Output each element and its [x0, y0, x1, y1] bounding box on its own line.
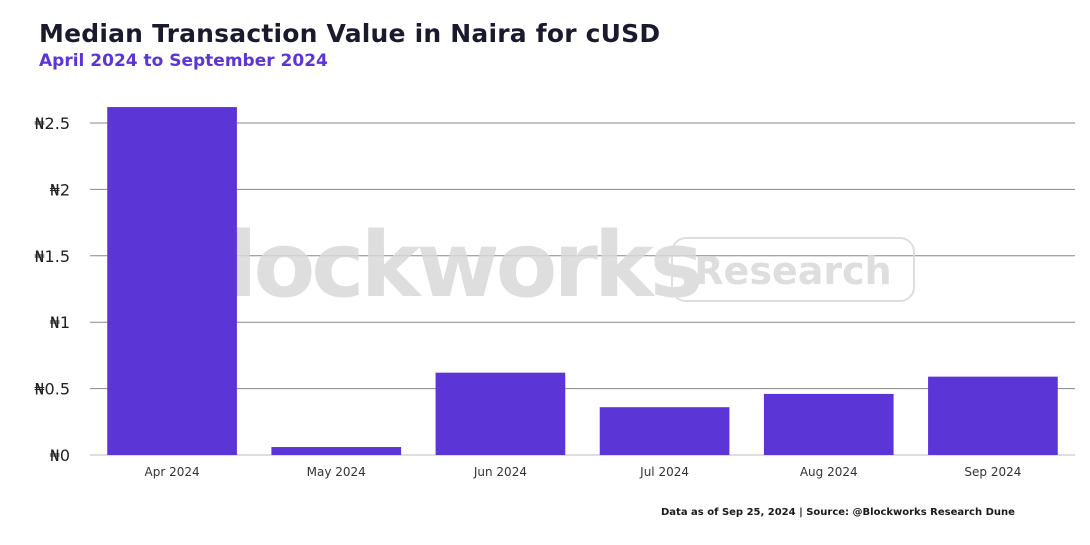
chart-subtitle: April 2024 to September 2024	[39, 51, 328, 71]
x-tick-label: May 2024	[307, 465, 366, 479]
watermark-brand: Blockworks	[162, 213, 700, 318]
y-axis-ticks: ₦0 ₦0.5 ₦1 ₦1.5 ₦2 ₦2.5	[34, 114, 70, 465]
y-tick-label: ₦0.5	[34, 380, 70, 399]
bar	[271, 447, 402, 455]
y-tick-label: ₦2	[50, 180, 70, 199]
x-axis-ticks: Apr 2024 May 2024 Jun 2024 Jul 2024 Aug 2024…	[145, 465, 1022, 479]
x-tick-label: Sep 2024	[964, 465, 1021, 479]
bar	[435, 372, 566, 455]
watermark: Blockworks Research	[162, 213, 915, 318]
bar	[107, 107, 237, 456]
bar-chart: Blockworks Research ₦0 ₦0.5 ₦1 ₦1.5 ₦2 ₦2.5 A…	[34, 107, 1075, 479]
bar	[763, 393, 894, 455]
bar	[599, 407, 730, 455]
y-tick-label: ₦1	[50, 313, 70, 332]
y-tick-label: ₦0	[50, 446, 70, 465]
chart-title: Median Transaction Value in Naira for cU…	[39, 19, 661, 48]
x-tick-label: Aug 2024	[800, 465, 858, 479]
y-tick-label: ₦1.5	[34, 247, 70, 266]
x-tick-label: Jul 2024	[639, 465, 689, 479]
gridlines	[90, 122, 1075, 456]
x-tick-label: Apr 2024	[145, 465, 200, 479]
bar	[928, 376, 1058, 455]
y-tick-label: ₦2.5	[34, 114, 70, 133]
watermark-badge	[671, 237, 915, 302]
x-tick-label: Jun 2024	[473, 465, 527, 479]
bars	[107, 107, 1058, 456]
source-note: Data as of Sep 25, 2024 | Source: @Block…	[661, 507, 1015, 518]
watermark-tag: Research	[694, 249, 891, 293]
